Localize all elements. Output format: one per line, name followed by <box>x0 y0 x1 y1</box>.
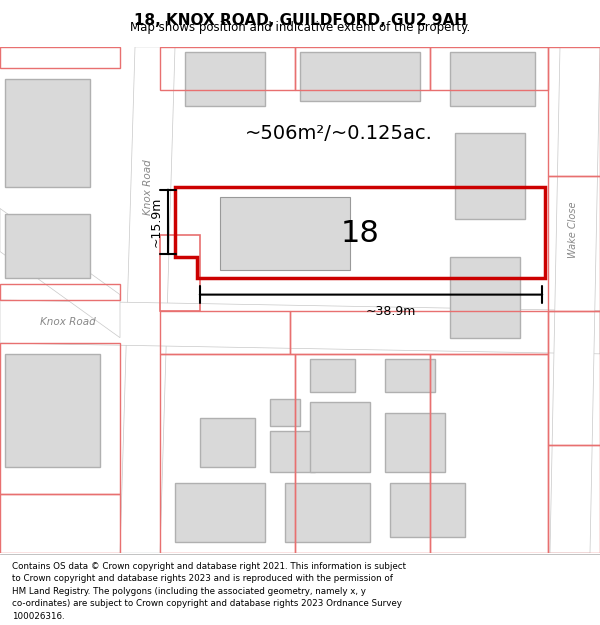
Text: Wake Close: Wake Close <box>568 202 578 258</box>
Bar <box>270 399 300 426</box>
Bar <box>385 413 445 472</box>
Bar <box>270 431 315 472</box>
Bar <box>175 483 265 542</box>
Bar <box>390 483 465 537</box>
Bar <box>220 197 350 270</box>
Bar <box>285 483 370 542</box>
Bar <box>185 52 265 106</box>
Text: Map shows position and indicative extent of the property.: Map shows position and indicative extent… <box>130 21 470 34</box>
Text: Knox Road: Knox Road <box>143 159 153 215</box>
Text: 100026316.: 100026316. <box>12 612 65 621</box>
Text: 18, KNOX ROAD, GUILDFORD, GU2 9AH: 18, KNOX ROAD, GUILDFORD, GU2 9AH <box>133 13 467 28</box>
Bar <box>200 419 255 467</box>
Bar <box>310 359 355 391</box>
Polygon shape <box>550 47 600 553</box>
Polygon shape <box>0 209 120 338</box>
Text: Contains OS data © Crown copyright and database right 2021. This information is : Contains OS data © Crown copyright and d… <box>12 562 406 571</box>
Text: 18: 18 <box>341 219 379 248</box>
Polygon shape <box>0 300 600 354</box>
Text: co-ordinates) are subject to Crown copyright and database rights 2023 Ordnance S: co-ordinates) are subject to Crown copyr… <box>12 599 402 609</box>
Bar <box>5 354 100 467</box>
Text: ~506m²/~0.125ac.: ~506m²/~0.125ac. <box>245 124 433 142</box>
Bar <box>450 257 520 338</box>
Bar <box>5 79 90 187</box>
Bar <box>455 133 525 219</box>
Text: Knox Road: Knox Road <box>40 316 96 326</box>
Bar <box>450 52 535 106</box>
Text: ~15.9m: ~15.9m <box>149 197 163 247</box>
Bar <box>300 52 420 101</box>
Bar <box>385 359 435 391</box>
Polygon shape <box>120 47 175 553</box>
Text: HM Land Registry. The polygons (including the associated geometry, namely x, y: HM Land Registry. The polygons (includin… <box>12 587 366 596</box>
Bar <box>5 214 90 279</box>
Bar <box>310 402 370 472</box>
Text: to Crown copyright and database rights 2023 and is reproduced with the permissio: to Crown copyright and database rights 2… <box>12 574 393 583</box>
Text: ~38.9m: ~38.9m <box>366 306 416 318</box>
